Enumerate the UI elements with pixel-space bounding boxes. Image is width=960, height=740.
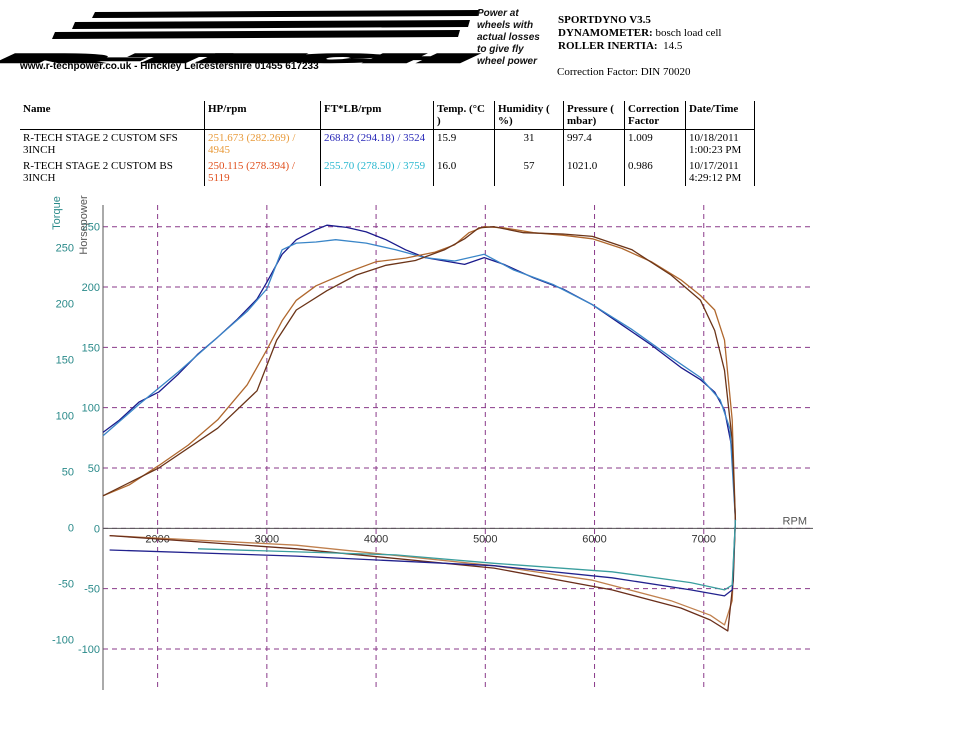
column-header: Correction Factor (624, 101, 686, 130)
dyno-info: DYNAMOMETER: bosch load cell (558, 27, 721, 39)
value: bosch load cell (655, 27, 722, 39)
cell: 10/17/2011 4:29:12 PM (685, 158, 755, 186)
series-line (109, 519, 737, 632)
cell: 250.115 (278.394) / 5119 (204, 158, 321, 186)
y-tick-label: -100 (52, 635, 74, 647)
value: 14.5 (663, 40, 683, 52)
x-tick-label: 4000 (364, 533, 388, 545)
y2-tick-label: 100 (82, 403, 100, 415)
x-tick-label: 3000 (255, 533, 279, 545)
series-line (102, 226, 737, 520)
y2-tick-label: 0 (94, 523, 100, 535)
series-line (109, 519, 737, 626)
y2-tick-label: 200 (82, 282, 100, 294)
cell: 31 (494, 129, 564, 158)
y-tick-label: 0 (68, 523, 74, 535)
series-line (109, 519, 737, 597)
y2-tick-label: -100 (78, 644, 100, 656)
run-table: Name HP/rpm FT*LB/rpm Temp. (°C ) Humidity (… (20, 101, 755, 186)
cell: 16.0 (433, 158, 495, 186)
cell: 10/18/2011 1:00:23 PM (685, 129, 755, 158)
correction: Correction Factor: DIN 70020 (557, 66, 691, 78)
y-tick-label: 50 (62, 467, 74, 479)
run-row: R-TECH STAGE 2 CUSTOM SFS 3INCH 251.673 (… (20, 129, 755, 158)
y-axis-label: Torque (51, 196, 63, 230)
y-tick-label: 150 (56, 355, 74, 367)
website: www.r-techpower.co.uk - Hinckley Leicest… (20, 61, 319, 72)
cell: 1.009 (624, 129, 686, 158)
software: SPORTDYNO V3.5 (558, 14, 651, 26)
logo: R-TECH (8, 53, 474, 65)
y2-tick-label: 150 (82, 342, 100, 354)
series-line (102, 239, 737, 520)
cell: R-TECH STAGE 2 CUSTOM BS 3INCH (20, 158, 205, 186)
cell: 255.70 (278.50) / 3759 (320, 158, 434, 186)
inertia-info: ROLLER INERTIA: 14.5 (558, 40, 682, 52)
column-header: HP/rpm (204, 101, 321, 130)
y-tick-label: 100 (56, 411, 74, 423)
cell: 57 (494, 158, 564, 186)
cell: 15.9 (433, 129, 495, 158)
label: DYNAMOMETER: (558, 27, 653, 39)
plot: 2000 3000 4000 5000 6000 7000-100-50050100150… (51, 195, 813, 690)
label: ROLLER INERTIA: (558, 40, 658, 52)
column-header: Temp. (°C ) (433, 101, 495, 130)
y-tick-label: 250 (56, 243, 74, 255)
cell: R-TECH STAGE 2 CUSTOM SFS 3INCH (20, 129, 205, 158)
x-tick-label: 5000 (473, 533, 497, 545)
y2-tick-label: 50 (88, 463, 100, 475)
x-axis-label: RPM (783, 515, 807, 527)
cell: 0.986 (624, 158, 686, 186)
run-row: R-TECH STAGE 2 CUSTOM BS 3INCH 250.115 (2… (20, 158, 755, 186)
y2-tick-label: 250 (82, 222, 100, 234)
cell: 1021.0 (563, 158, 625, 186)
series-line (102, 224, 737, 520)
y-tick-label: 200 (56, 299, 74, 311)
cell: 251.673 (282.269) / 4945 (204, 129, 321, 158)
column-header: Name (20, 101, 205, 130)
column-header: Pressure ( mbar) (563, 101, 625, 130)
column-header: Date/Time (685, 101, 755, 130)
cell: 268.82 (294.18) / 3524 (320, 129, 434, 158)
y2-tick-label: -50 (84, 584, 100, 596)
logo-stripes (52, 10, 480, 39)
column-header: FT*LB/rpm (320, 101, 434, 130)
series-line (102, 226, 737, 520)
cell: 997.4 (563, 129, 625, 158)
series-line (197, 519, 737, 591)
y2-axis-label: Horsepower (78, 195, 90, 255)
x-tick-label: 6000 (582, 533, 606, 545)
column-header: Humidity ( %) (494, 101, 564, 130)
x-tick-label: 7000 (692, 533, 716, 545)
y-tick-label: -50 (58, 579, 74, 591)
note: Power at wheels with actual losses to gi… (477, 8, 540, 67)
